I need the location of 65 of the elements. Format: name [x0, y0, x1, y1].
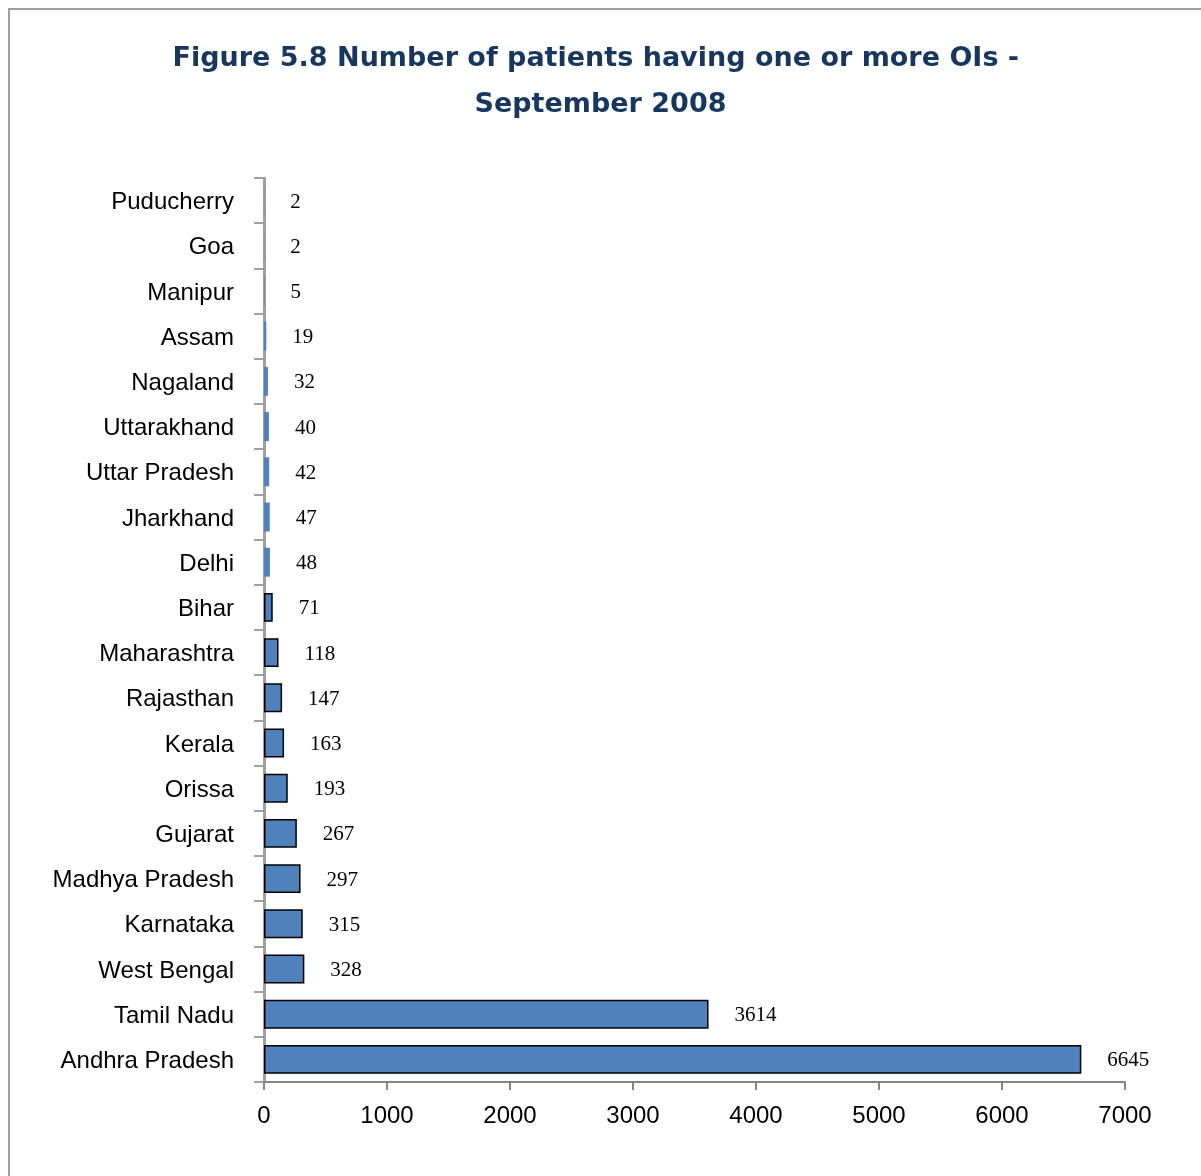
- bar: [264, 412, 269, 442]
- bar: [264, 818, 297, 848]
- y-tick-label: Bihar: [177, 593, 234, 621]
- data-label: 3614: [734, 1002, 778, 1027]
- bar: [264, 954, 305, 984]
- bar: [264, 773, 288, 803]
- data-label: 147: [308, 685, 340, 710]
- y-tick-label: Andhra Pradesh: [60, 1045, 234, 1073]
- y-tick-label: Assam: [160, 322, 234, 350]
- y-tick-label: Madhya Pradesh: [52, 865, 234, 893]
- bar: [264, 547, 270, 577]
- data-label: 315: [328, 911, 361, 936]
- y-tick-label: Delhi: [179, 548, 234, 576]
- y-tick-label: Puducherry: [111, 187, 234, 215]
- y-tick-label: Uttar Pradesh: [85, 458, 234, 486]
- y-tick-label: Nagaland: [131, 367, 234, 395]
- y-tick-label: Jharkhand: [121, 503, 234, 531]
- y-tick-label: Maharashtra: [99, 639, 235, 667]
- x-tick-label: 2000: [483, 1100, 537, 1128]
- bar: [264, 1044, 1082, 1074]
- x-tick-label: 1000: [360, 1100, 414, 1128]
- data-label: 47: [295, 505, 317, 529]
- data-label: 297: [326, 866, 359, 891]
- x-tick-label: 7000: [1098, 1100, 1152, 1128]
- x-tick-label: 3000: [606, 1100, 660, 1128]
- data-label: 5: [290, 279, 302, 303]
- y-tick-label: West Bengal: [98, 955, 234, 983]
- x-tick-label: 0: [257, 1100, 271, 1128]
- data-label: 19: [292, 324, 314, 349]
- bar: [264, 683, 283, 713]
- bar: [264, 502, 270, 532]
- data-label: 2: [290, 233, 301, 258]
- bar: [264, 592, 273, 622]
- chart-title: Figure 5.8 Number of patients having one or more OIs - September 2008: [172, 40, 1029, 118]
- data-label: 118: [304, 640, 336, 665]
- bar: [264, 638, 279, 668]
- bar: [264, 728, 285, 758]
- data-label: 40: [294, 414, 316, 439]
- y-tick-label: Gujarat: [155, 819, 235, 847]
- bar: [264, 366, 268, 396]
- y-tick-label: Tamil Nadu: [113, 1000, 234, 1028]
- y-tick-label: Orissa: [164, 774, 235, 802]
- data-label: 48: [295, 550, 317, 575]
- data-label: 328: [330, 957, 362, 981]
- data-label: 42: [295, 459, 317, 484]
- data-label: 6645: [1107, 1047, 1150, 1072]
- data-label: 32: [293, 369, 315, 394]
- y-tick-label: Goa: [188, 232, 235, 260]
- bar: [264, 909, 303, 939]
- y-tick-label: Kerala: [164, 729, 235, 757]
- bar: [264, 999, 709, 1029]
- y-tick-label: Manipur: [147, 277, 234, 305]
- data-label: 193: [313, 776, 346, 801]
- bar: [264, 864, 301, 894]
- x-tick-label: 4000: [729, 1100, 783, 1128]
- y-tick-label: Karnataka: [124, 910, 235, 938]
- data-label: 163: [310, 731, 342, 755]
- x-tick-label: 6000: [975, 1100, 1029, 1128]
- data-label: 71: [298, 595, 320, 620]
- data-label: 2: [290, 188, 301, 213]
- y-tick-label: Rajasthan: [125, 684, 234, 712]
- y-tick-label: Uttarakhand: [103, 413, 234, 441]
- bar: [264, 457, 270, 487]
- data-label: 267: [322, 821, 355, 846]
- x-tick-label: 5000: [852, 1100, 906, 1128]
